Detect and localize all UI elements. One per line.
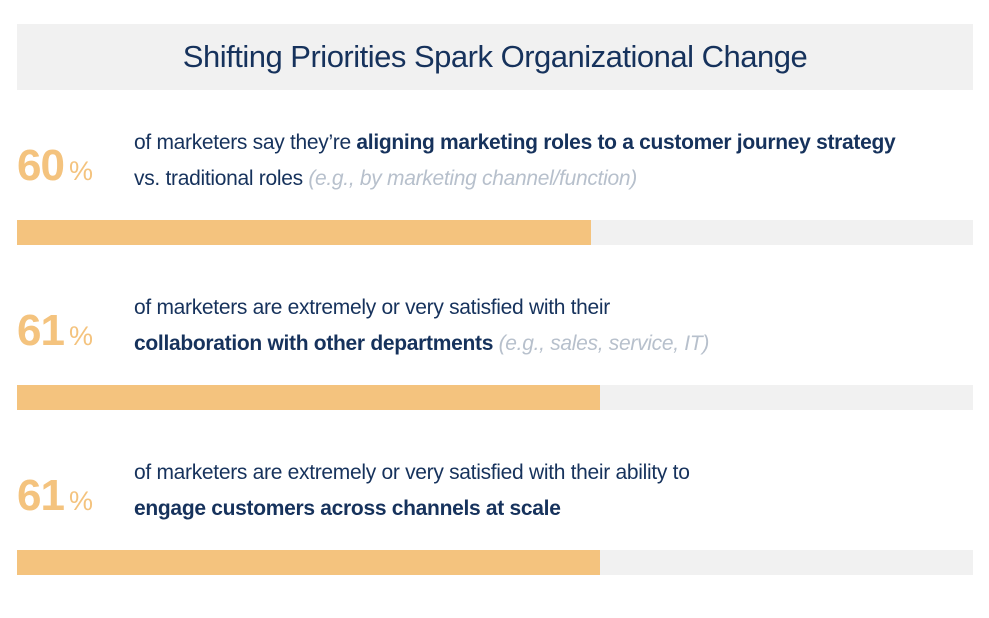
description-line: of marketers are extremely or very satis…	[134, 455, 984, 491]
stat-value: 61	[17, 306, 65, 355]
stat-percentage: 61%	[17, 471, 132, 521]
stat-percentage: 61%	[17, 306, 132, 356]
progress-bar-fill	[17, 220, 591, 245]
stat-description: of marketers are extremely or very satis…	[134, 290, 984, 362]
progress-bar-track	[17, 385, 973, 410]
progress-bar-track	[17, 220, 973, 245]
stat-description: of marketers say they’re aligning market…	[134, 125, 984, 197]
body-text: vs. traditional roles	[134, 167, 309, 190]
title-banner: Shifting Priorities Spark Organizational…	[17, 24, 973, 90]
example-note: (e.g., by marketing channel/function)	[308, 167, 637, 190]
body-text: of marketers say they’re	[134, 131, 357, 154]
body-text: of marketers are extremely or very satis…	[134, 296, 610, 319]
chart-title: Shifting Priorities Spark Organizational…	[182, 39, 808, 74]
highlight-text: collaboration with other departments	[134, 332, 494, 355]
percent-symbol: %	[68, 486, 93, 516]
highlight-text: aligning marketing roles to a customer j…	[356, 131, 896, 154]
description-line: of marketers are extremely or very satis…	[134, 290, 984, 326]
percent-symbol: %	[68, 156, 93, 186]
progress-bar-fill	[17, 550, 600, 575]
percent-symbol: %	[68, 321, 93, 351]
stat-value: 61	[17, 471, 65, 520]
stat-percentage: 60%	[17, 141, 132, 191]
description-line: collaboration with other departments (e.…	[134, 326, 984, 362]
stat-description: of marketers are extremely or very satis…	[134, 455, 984, 527]
description-line: vs. traditional roles (e.g., by marketin…	[134, 161, 984, 197]
example-note: (e.g., sales, service, IT)	[493, 332, 710, 355]
body-text: of marketers are extremely or very satis…	[134, 461, 690, 484]
highlight-text: engage customers across channels at scal…	[134, 497, 561, 520]
description-line: of marketers say they’re aligning market…	[134, 125, 984, 161]
stat-value: 60	[17, 141, 65, 190]
progress-bar-fill	[17, 385, 600, 410]
description-line: engage customers across channels at scal…	[134, 491, 984, 527]
progress-bar-track	[17, 550, 973, 575]
